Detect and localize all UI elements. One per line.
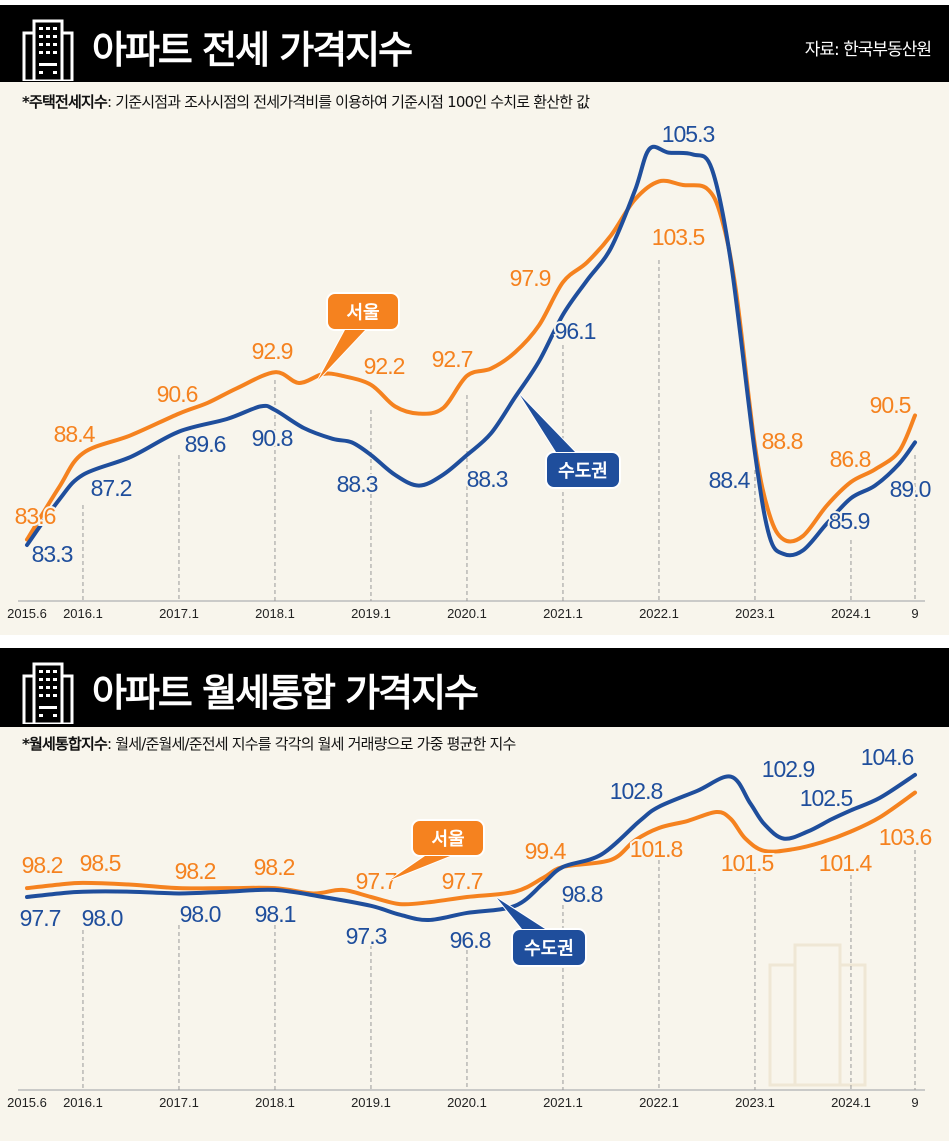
legend-label-metro: 수도권 — [558, 461, 608, 482]
data-label-metro: 90.8 — [252, 425, 293, 451]
data-label-seoul: 88.8 — [762, 428, 803, 454]
data-label-metro: 102.9 — [762, 756, 815, 782]
data-label-seoul: 97.9 — [510, 265, 551, 291]
data-label-seoul: 98.2 — [22, 852, 63, 878]
source-text: 자료: 한국부동산원 — [804, 40, 932, 60]
series-line-metro — [25, 144, 917, 558]
data-label-seoul: 98.5 — [80, 850, 121, 876]
data-label-metro: 97.3 — [346, 923, 387, 949]
data-label-metro: 98.0 — [180, 901, 221, 927]
data-label-seoul: 101.5 — [721, 850, 774, 876]
chart1-note-text: : 기준시점과 조사시점의 전세가격비를 이용하여 기준시점 100인 수치로 … — [107, 93, 590, 111]
series-line-seoul — [25, 790, 917, 907]
legend-bubble-metro: 수도권 — [519, 394, 621, 489]
chart1: 2015.6 2016.1 2017.1 2018.1 2019.1 2020.1 2021… — [7, 119, 933, 621]
data-label-seoul: 97.7 — [442, 868, 483, 894]
data-label-metro: 102.8 — [610, 778, 663, 804]
data-label-seoul: 98.2 — [175, 858, 216, 884]
data-label-metro: 98.0 — [82, 905, 123, 931]
data-label-metro: 98.8 — [562, 881, 603, 907]
x-tick-label: 2022.1 — [639, 606, 679, 621]
x-tick-label: 2018.1 — [255, 606, 295, 621]
legend-bubble-metro: 수도권 — [496, 897, 587, 967]
chart2-header: 아파트 월세통합 가격지수 — [0, 648, 949, 727]
data-label-metro: 96.1 — [555, 318, 596, 344]
data-label-metro: 102.5 — [800, 785, 853, 811]
data-label-seoul: 88.4 — [54, 421, 96, 447]
chart2-note-term: *월세통합지수 — [22, 735, 108, 753]
x-tick-label: 2018.1 — [255, 1095, 295, 1110]
data-label-seoul: 103.5 — [652, 224, 705, 250]
x-tick-label: 2024.1 — [831, 606, 871, 621]
x-tick-label: 2023.1 — [735, 1095, 775, 1110]
watermark-building-icon — [768, 943, 867, 1087]
data-label-metro: 85.9 — [829, 508, 870, 534]
data-label-seoul: 83.6 — [15, 503, 56, 529]
data-label-metro: 98.1 — [255, 901, 296, 927]
chart2: 2015.6 2016.1 2017.1 2018.1 2019.1 2020.1 2021… — [7, 742, 934, 1110]
data-label-seoul: 90.6 — [157, 381, 198, 407]
data-label-metro: 105.3 — [662, 121, 715, 147]
data-label-seoul: 92.2 — [364, 353, 405, 379]
chart2-note: *월세통합지수: 월세/준월세/준전세 지수를 각각의 월세 거래량으로 가중 … — [22, 733, 516, 754]
data-label-metro: 87.2 — [91, 475, 132, 501]
series-line-metro — [25, 772, 917, 923]
data-label-metro: 88.4 — [709, 467, 751, 493]
data-label-seoul: 92.9 — [252, 338, 293, 364]
x-tick-label: 2024.1 — [831, 1095, 871, 1110]
legend-label-seoul: 서울 — [431, 829, 464, 850]
x-tick-label: 2019.1 — [351, 1095, 391, 1110]
x-tick-label: 2020.1 — [447, 606, 487, 621]
data-label-metro: 97.7 — [20, 905, 61, 931]
x-tick-label: 2022.1 — [639, 1095, 679, 1110]
data-label-metro: 89.6 — [185, 431, 226, 457]
x-tick-label: 2020.1 — [447, 1095, 487, 1110]
chart1-note: *주택전세지수: 기준시점과 조사시점의 전세가격비를 이용하여 기준시점 10… — [22, 91, 590, 112]
data-label-metro: 104.6 — [861, 744, 914, 770]
data-label-seoul: 99.4 — [525, 838, 567, 864]
building-icon — [22, 19, 74, 81]
x-tick-label: 2017.1 — [159, 1095, 199, 1110]
x-tick-label: 2023.1 — [735, 606, 775, 621]
x-tick-label: 2015.6 — [7, 1095, 47, 1110]
chart2-note-text: : 월세/준월세/준전세 지수를 각각의 월세 거래량으로 가중 평균한 지수 — [107, 735, 516, 753]
x-tick-label: 2017.1 — [159, 606, 199, 621]
data-label-metro: 89.0 — [890, 476, 931, 502]
data-label-seoul: 101.8 — [630, 836, 683, 862]
data-label-metro: 88.3 — [337, 471, 378, 497]
x-tick-label: 2019.1 — [351, 606, 391, 621]
data-label-seoul: 98.2 — [254, 854, 295, 880]
chart1-title: 아파트 전세 가격지수 — [92, 28, 413, 72]
data-label-seoul: 103.6 — [879, 824, 932, 850]
data-label-seoul: 86.8 — [830, 446, 871, 472]
data-label-seoul: 97.7 — [356, 868, 397, 894]
x-tick-label: 2016.1 — [63, 606, 103, 621]
chart2-panel: *월세통합지수: 월세/준월세/준전세 지수를 각각의 월세 거래량으로 가중 … — [0, 727, 949, 1141]
data-label-seoul: 101.4 — [819, 850, 873, 876]
building-icon — [22, 662, 74, 724]
x-tick-label: 9 — [911, 606, 918, 621]
legend-bubble-seoul: 서울 — [389, 819, 485, 881]
data-label-metro: 96.8 — [450, 927, 491, 953]
series-line-seoul — [25, 178, 917, 544]
x-tick-label: 9 — [911, 1095, 918, 1110]
chart1-header: 아파트 전세 가격지수 자료: 한국부동산원 — [0, 5, 949, 82]
x-tick-label: 2021.1 — [543, 1095, 583, 1110]
legend-label-seoul: 서울 — [346, 303, 379, 324]
x-tick-label: 2015.6 — [7, 606, 47, 621]
data-label-seoul: 92.7 — [432, 346, 473, 372]
data-label-metro: 83.3 — [32, 541, 73, 567]
legend-label-metro: 수도권 — [524, 939, 574, 960]
data-label-metro: 88.3 — [467, 466, 508, 492]
x-tick-label: 2021.1 — [543, 606, 583, 621]
x-tick-label: 2016.1 — [63, 1095, 103, 1110]
chart1-note-term: *주택전세지수 — [22, 93, 108, 111]
chart2-title: 아파트 월세통합 가격지수 — [92, 671, 479, 715]
data-label-seoul: 90.5 — [870, 392, 911, 418]
legend-bubble-seoul: 서울 — [317, 292, 400, 381]
